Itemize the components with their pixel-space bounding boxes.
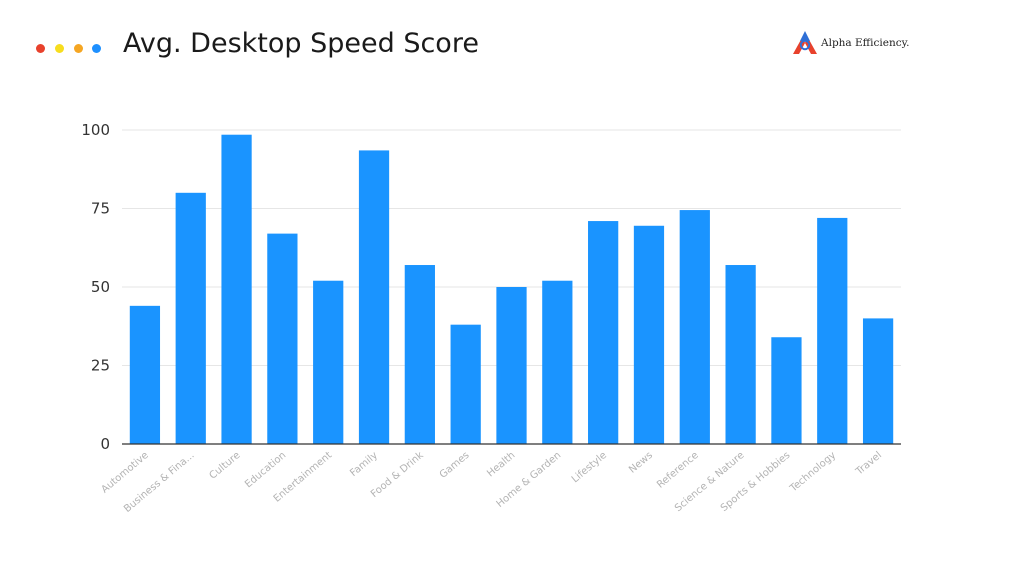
bar (175, 192, 206, 444)
x-tick-label: Culture (208, 450, 243, 482)
dot-yellow (55, 44, 64, 53)
bar (496, 287, 527, 444)
bar (221, 134, 252, 444)
dot-red (36, 44, 45, 53)
bar (404, 265, 435, 444)
dot-blue (92, 44, 101, 53)
dot-orange (74, 44, 83, 53)
bar (588, 221, 619, 444)
x-tick-label: Travel (853, 450, 884, 478)
brand-name: Alpha Efficiency. (821, 37, 910, 49)
bar (129, 305, 161, 444)
bar (771, 337, 802, 444)
bar (862, 318, 894, 444)
x-tick-label: Lifestyle (570, 450, 609, 485)
alpha-triangle-logo-icon (793, 31, 817, 54)
bar (542, 280, 573, 444)
y-tick-label: 25 (91, 357, 110, 375)
x-tick-label: Family (348, 450, 380, 479)
bar (817, 217, 848, 444)
bar (313, 280, 344, 444)
y-tick-label: 0 (100, 435, 110, 453)
y-tick-label: 50 (91, 278, 110, 296)
bar (358, 150, 390, 444)
y-tick-label: 100 (81, 121, 110, 139)
x-tick-label: Technology (787, 450, 838, 495)
x-tick-label: Health (485, 450, 517, 480)
page-title: Avg. Desktop Speed Score (123, 28, 479, 59)
x-tick-label: Games (438, 450, 472, 481)
bar (725, 265, 756, 444)
bar (633, 225, 665, 444)
y-tick-label: 75 (91, 200, 110, 218)
bar (267, 233, 298, 444)
x-tick-label: Reference (655, 450, 701, 491)
x-tick-label: News (627, 450, 655, 476)
x-tick-label: Education (243, 450, 288, 490)
bar (679, 210, 710, 444)
bar (450, 324, 481, 444)
